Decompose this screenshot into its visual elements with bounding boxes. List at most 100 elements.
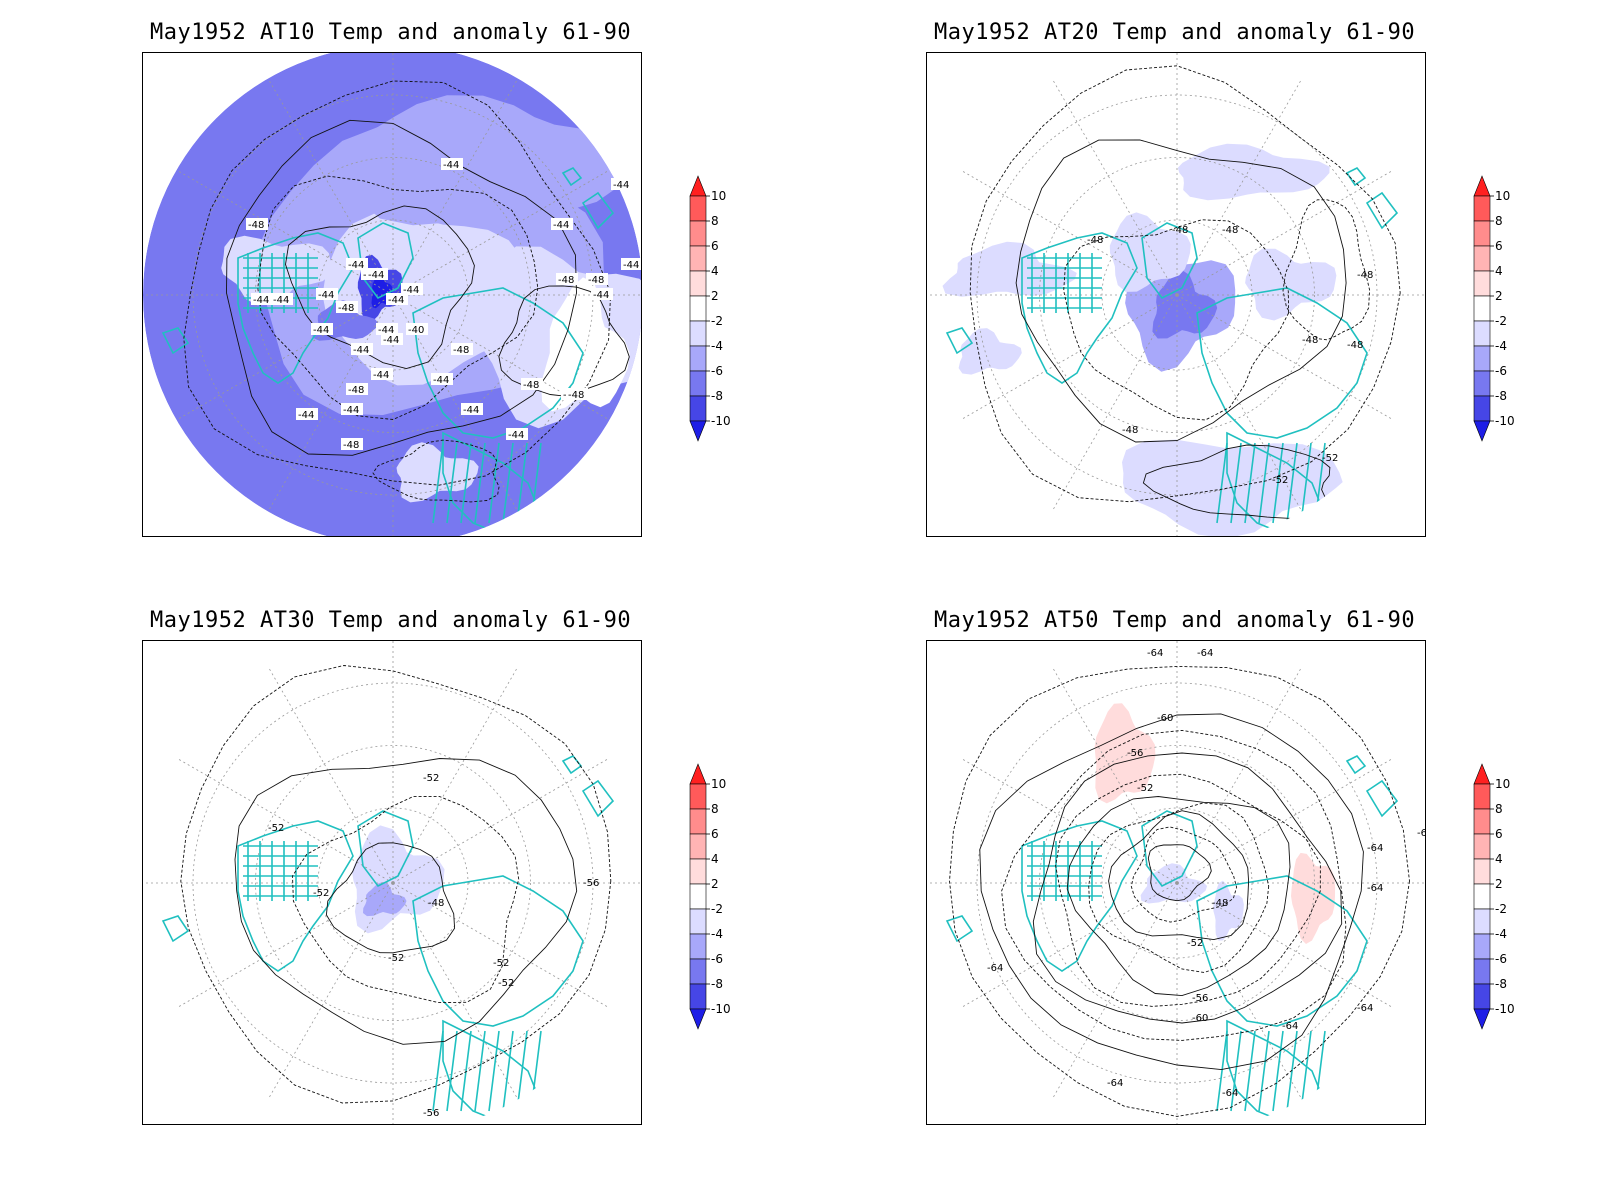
isotherm-contour bbox=[1063, 219, 1290, 421]
svg-text:-52: -52 bbox=[1322, 453, 1338, 464]
contour-label: -48 bbox=[336, 301, 358, 314]
anomaly-region bbox=[363, 882, 407, 917]
svg-text:-44: -44 bbox=[353, 345, 369, 356]
isotherm-contour bbox=[292, 795, 520, 1004]
svg-text:-48: -48 bbox=[1222, 225, 1238, 236]
contour-label: -52 bbox=[423, 773, 439, 784]
colorbar-swatch bbox=[1473, 220, 1491, 247]
colorbar-arrow-bottom bbox=[689, 1008, 707, 1030]
contour-label: -56 bbox=[423, 1108, 439, 1119]
svg-text:-52: -52 bbox=[498, 978, 514, 989]
svg-text:-44: -44 bbox=[348, 260, 364, 271]
contour-label: -48 bbox=[1302, 335, 1318, 346]
svg-text:-48: -48 bbox=[588, 275, 604, 286]
svg-text:-44: -44 bbox=[378, 325, 394, 336]
contour-label: -48 bbox=[566, 388, 588, 401]
colorbar-swatch bbox=[1473, 908, 1491, 935]
colorbar-arrow-top bbox=[689, 175, 707, 197]
colorbar-swatch bbox=[689, 883, 707, 910]
colorbar-swatch bbox=[1473, 270, 1491, 297]
contour-label: -48 bbox=[521, 378, 543, 391]
colorbar-swatch bbox=[1473, 858, 1491, 885]
colorbar-tick-label: -4 bbox=[711, 927, 723, 941]
anomaly-region bbox=[352, 95, 635, 226]
svg-text:-64: -64 bbox=[1357, 1003, 1373, 1014]
svg-text:-48: -48 bbox=[348, 385, 364, 396]
svg-text:-44: -44 bbox=[433, 375, 449, 386]
colorbar-swatch bbox=[689, 783, 707, 810]
svg-text:-64: -64 bbox=[1222, 1088, 1238, 1099]
svg-text:-56: -56 bbox=[1127, 748, 1143, 759]
svg-text:-60: -60 bbox=[1157, 713, 1173, 724]
svg-text:-44: -44 bbox=[253, 295, 269, 306]
contour-label: -48 bbox=[451, 343, 473, 356]
svg-text:-52: -52 bbox=[423, 773, 439, 784]
colorbar-tick-label: -8 bbox=[1495, 977, 1507, 991]
colorbar-tick-label: 6 bbox=[1495, 239, 1503, 253]
panel-1-colorbar: 10 8 6 4 2 -2 -4 -6 -8 -10 bbox=[688, 170, 748, 470]
colorbar-swatch bbox=[1473, 933, 1491, 960]
svg-text:-64: -64 bbox=[1367, 883, 1383, 894]
colorbar-swatch bbox=[689, 983, 707, 1010]
colorbar-svg: 10 8 6 4 2 -2 -4 -6 -8 -10 bbox=[1473, 763, 1515, 1030]
svg-text:-48: -48 bbox=[343, 440, 359, 451]
colorbar-tick-label: 8 bbox=[711, 214, 719, 228]
contour-label: -40 bbox=[406, 323, 428, 336]
isotherm-contour bbox=[949, 665, 1410, 1117]
contour-label: -44 bbox=[271, 293, 293, 306]
colorbar-swatch bbox=[689, 833, 707, 860]
contour-label: -48 bbox=[1172, 225, 1188, 236]
svg-text:-44: -44 bbox=[368, 270, 384, 281]
colorbar-swatch bbox=[689, 345, 707, 372]
colorbar-tick-label: 4 bbox=[711, 852, 719, 866]
contour-layer bbox=[183, 80, 630, 503]
colorbar-swatch bbox=[689, 270, 707, 297]
contour-label: -44 bbox=[376, 323, 398, 336]
svg-text:-48: -48 bbox=[568, 390, 584, 401]
isotherm-contour bbox=[1108, 810, 1250, 941]
colorbar-swatch bbox=[689, 908, 707, 935]
svg-text:-44: -44 bbox=[403, 285, 419, 296]
panel-4-colorbar: 10 8 6 4 2 -2 -4 -6 -8 -10 bbox=[1472, 758, 1532, 1058]
svg-text:-40: -40 bbox=[408, 325, 424, 336]
anomaly-region bbox=[1177, 143, 1330, 201]
colorbar-svg: 10 8 6 4 2 -2 -4 -6 -8 -10 bbox=[1473, 175, 1515, 442]
colorbar-swatch bbox=[689, 933, 707, 960]
colorbar-tick-label: 10 bbox=[1495, 189, 1510, 203]
contour-label: -48 bbox=[428, 898, 444, 909]
svg-text:-48: -48 bbox=[558, 275, 574, 286]
contour-label: -48 bbox=[1122, 425, 1138, 436]
svg-text:-44: -44 bbox=[553, 220, 569, 231]
contour-label: -44 bbox=[506, 428, 528, 441]
colorbar-arrow-top bbox=[1473, 763, 1491, 785]
contour-label: -64 bbox=[1367, 883, 1383, 894]
contour-label: -48 bbox=[341, 438, 363, 451]
isotherm-contour bbox=[1055, 773, 1321, 1007]
colorbar-svg: 10 8 6 4 2 -2 -4 -6 -8 -10 bbox=[689, 175, 731, 442]
colorbar-tick-label: -10 bbox=[711, 1002, 731, 1016]
colorbar-tick-label: -2 bbox=[711, 902, 723, 916]
colorbar-tick-label: 10 bbox=[711, 777, 726, 791]
svg-text:-64: -64 bbox=[1282, 1021, 1298, 1032]
colorbar-tick-label: -2 bbox=[1495, 314, 1507, 328]
colorbar-tick-label: -2 bbox=[1495, 902, 1507, 916]
colorbar-tick-label: -6 bbox=[711, 364, 723, 378]
contour-label: -48 bbox=[346, 383, 368, 396]
colorbar-swatch bbox=[1473, 245, 1491, 272]
panel-3-title: May1952 AT30 Temp and anomaly 61-90 bbox=[150, 608, 632, 633]
svg-text:-44: -44 bbox=[593, 290, 609, 301]
svg-text:-44: -44 bbox=[313, 325, 329, 336]
colorbar-swatch bbox=[689, 320, 707, 347]
contour-label: -44 bbox=[386, 293, 408, 306]
contour-layer bbox=[949, 665, 1410, 1117]
contour-label: -48 bbox=[1347, 340, 1363, 351]
svg-text:-44: -44 bbox=[318, 290, 334, 301]
isotherm-contour bbox=[1147, 844, 1212, 902]
contour-label: -44 bbox=[401, 283, 423, 296]
svg-text:-64: -64 bbox=[1197, 648, 1213, 659]
colorbar-swatch bbox=[689, 220, 707, 247]
isotherm-contour bbox=[969, 65, 1401, 503]
anomaly-region bbox=[1152, 270, 1218, 339]
colorbar-tick-label: 2 bbox=[1495, 289, 1503, 303]
colorbar-tick-label: -2 bbox=[711, 314, 723, 328]
